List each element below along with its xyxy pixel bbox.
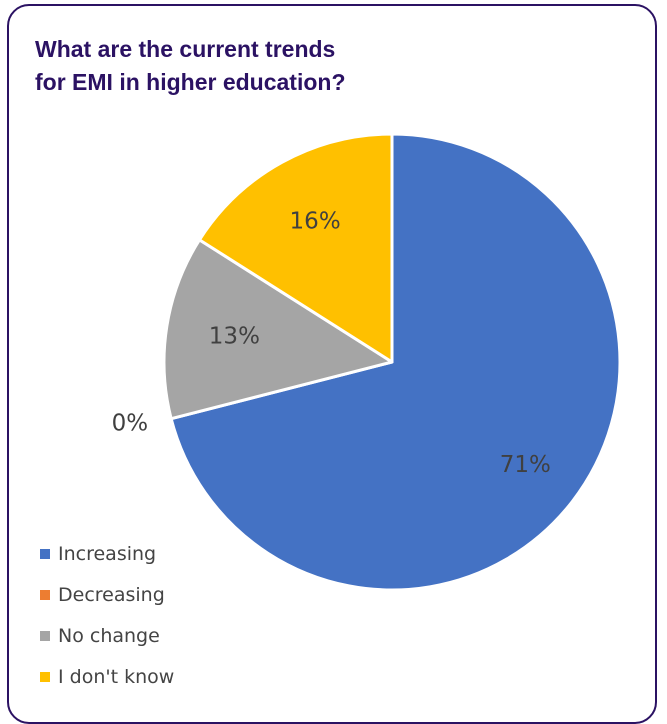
data-label-decreasing: 0% — [112, 411, 149, 437]
legend-label: I don't know — [58, 665, 175, 688]
legend-item-decreasing: Decreasing — [40, 574, 174, 615]
chart-title: What are the current trends for EMI in h… — [35, 33, 455, 99]
pie-slice-increasing — [169, 132, 622, 592]
pie-slice-no-change — [162, 238, 394, 421]
legend-item-increasing: Increasing — [40, 533, 174, 574]
legend-label: No change — [58, 624, 160, 647]
legend-item-i-don-t-know: I don't know — [40, 656, 174, 697]
pie-chart: 71% 0% 13% 16% — [112, 132, 622, 592]
legend-swatch — [40, 589, 50, 600]
pie-slice-i-don-t-know — [197, 132, 394, 364]
chart-title-line-2: for EMI in higher education? — [35, 69, 346, 95]
legend-swatch — [40, 671, 50, 682]
legend-item-no-change: No change — [40, 615, 174, 656]
legend-label: Increasing — [58, 542, 157, 565]
data-label-increasing: 71% — [500, 452, 551, 478]
legend-swatch — [40, 630, 50, 641]
legend-swatch — [40, 548, 50, 559]
chart-title-line-1: What are the current trends — [35, 36, 336, 62]
chart-legend: Increasing Decreasing No change I don't kno… — [40, 533, 174, 697]
data-label-i-don-t-know: 16% — [290, 209, 341, 235]
legend-label: Decreasing — [58, 583, 165, 606]
data-label-no-change: 13% — [209, 324, 260, 350]
